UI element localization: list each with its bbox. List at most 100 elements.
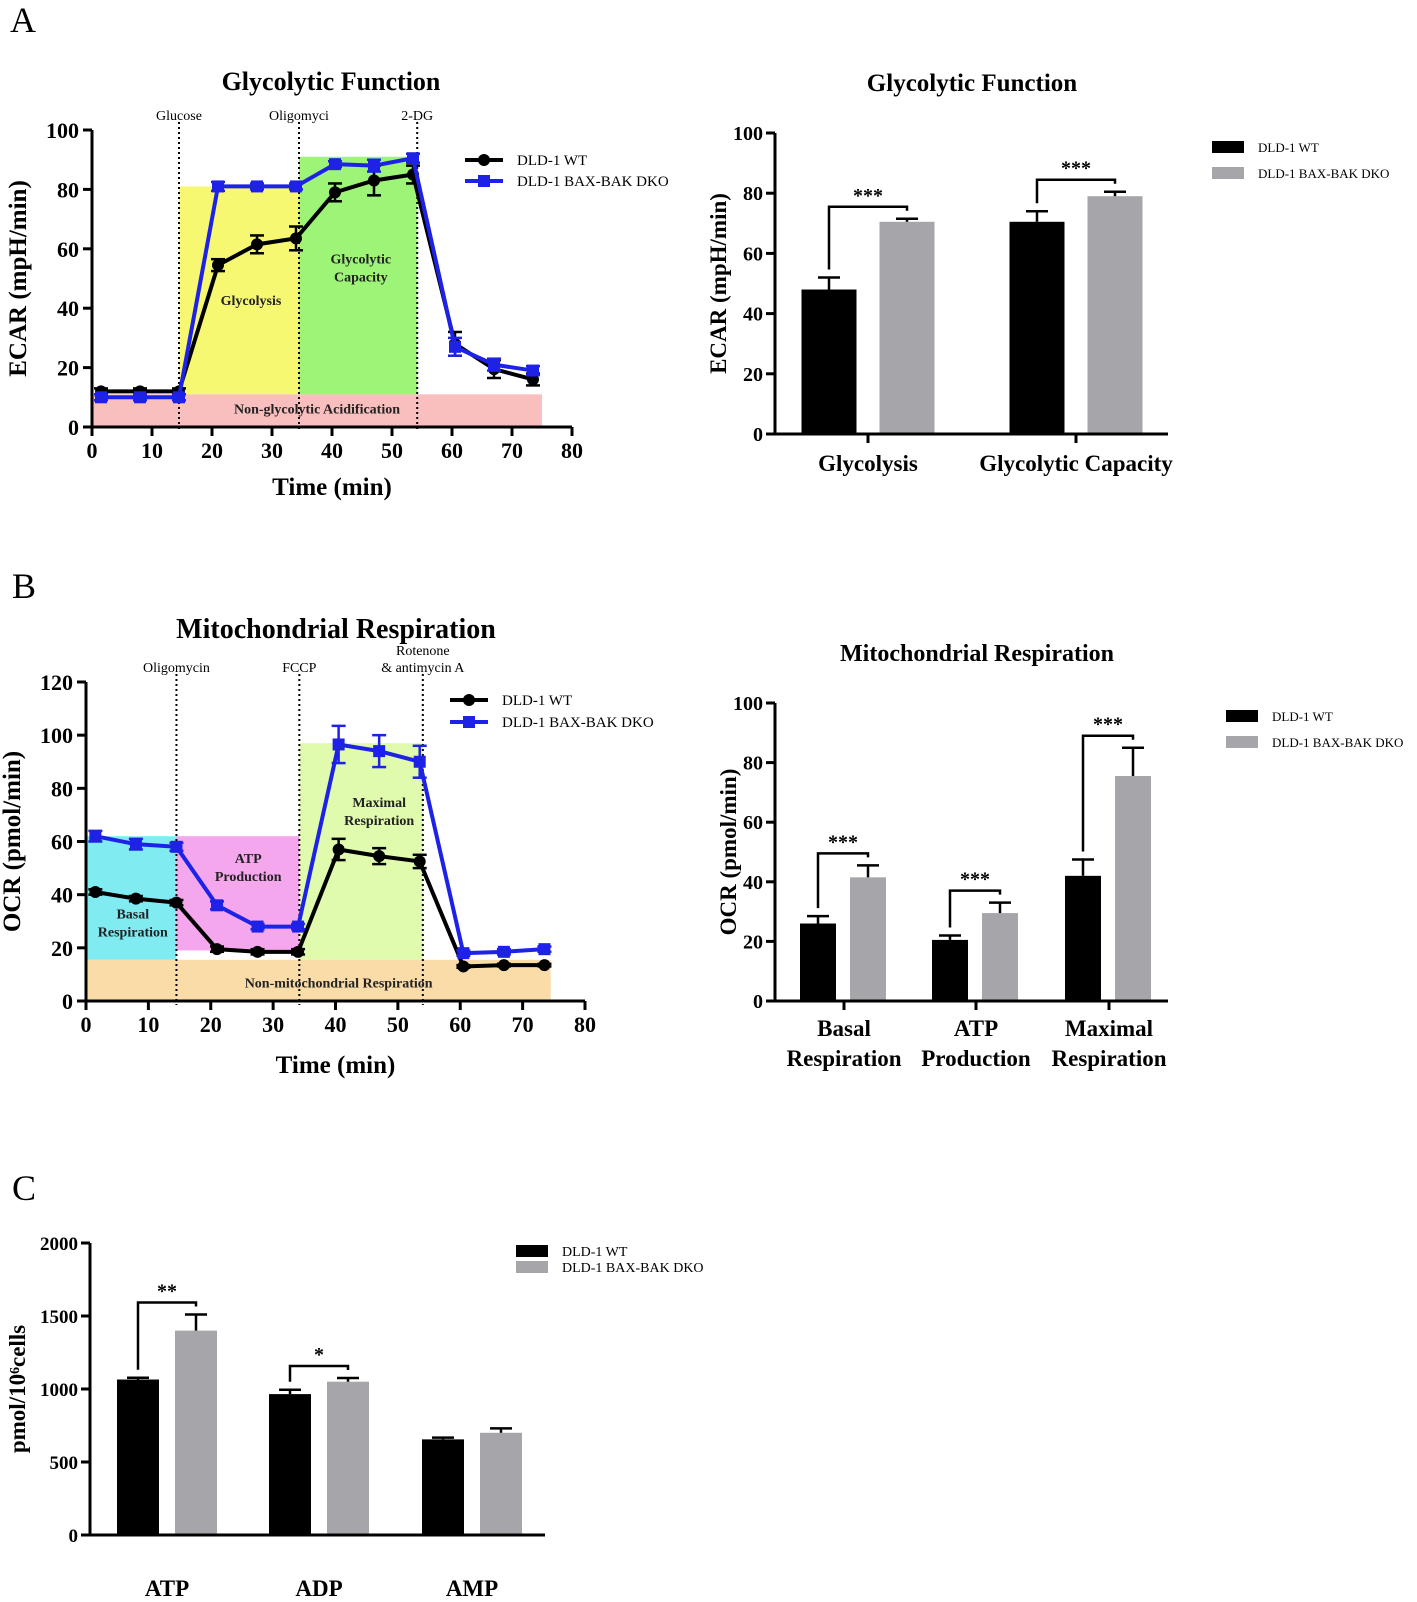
- significance-label: *: [314, 1344, 324, 1366]
- y-axis-label: ECAR (mpH/min): [706, 193, 731, 374]
- y-tick-label: 80: [743, 753, 763, 775]
- data-point: [170, 840, 183, 853]
- y-tick-label: 0: [753, 991, 763, 1013]
- injection-label-0: Oligomycin: [143, 661, 210, 676]
- data-point: [457, 960, 470, 973]
- legend-marker: [478, 175, 490, 187]
- legend-label: DLD-1 WT: [517, 153, 587, 169]
- data-point: [329, 158, 341, 171]
- data-point: [129, 838, 142, 851]
- category-label: ATP: [954, 1016, 998, 1041]
- legend-swatch: [1212, 167, 1244, 179]
- y-tick-label: 100: [733, 693, 763, 715]
- category-label: Glycolytic Capacity: [979, 451, 1173, 476]
- legend-swatch: [516, 1245, 548, 1257]
- y-axis-label: OCR (pmol/min): [0, 751, 26, 932]
- significance-bracket: [288, 1364, 350, 1382]
- y-tick-label: 60: [743, 812, 763, 834]
- legend-marker: [463, 694, 475, 706]
- category-label: ADP: [295, 1576, 342, 1601]
- data-point: [89, 886, 102, 899]
- legend-swatch: [1226, 710, 1258, 722]
- y-axis-label: ECAR (mpH/min): [5, 180, 32, 377]
- legend-label: DLD-1 WT: [562, 1245, 628, 1260]
- data-point: [89, 830, 102, 843]
- legend-label: DLD-1 WT: [1272, 709, 1333, 724]
- legend-marker: [463, 716, 475, 728]
- category-label: Basal: [817, 1016, 871, 1041]
- category-label: Respiration: [787, 1046, 902, 1071]
- panel-label-b: B: [12, 566, 36, 606]
- x-tick-label: 0: [81, 1012, 92, 1037]
- x-tick-label: 50: [381, 438, 403, 463]
- bar-1-1: [1087, 196, 1143, 434]
- y-tick-label: 60: [743, 243, 763, 265]
- y-tick-label: 60: [57, 237, 79, 262]
- x-tick-label: 40: [321, 438, 343, 463]
- data-point: [413, 755, 426, 768]
- region-label-2: Non-glycolytic Acidification: [234, 403, 400, 418]
- region-label-0: Glycolysis: [221, 294, 282, 309]
- data-point: [251, 180, 263, 193]
- data-point: [210, 943, 223, 956]
- data-point: [538, 943, 551, 956]
- category-label: AMP: [446, 1576, 498, 1601]
- x-axis-label: Time (min): [272, 474, 392, 501]
- x-tick-label: 20: [201, 438, 223, 463]
- injection-label-2: 2-DG: [401, 109, 433, 124]
- legend-label: DLD-1 BAX-BAK DKO: [517, 174, 669, 190]
- category-label: ATP: [145, 1576, 189, 1601]
- significance-bracket: [1035, 178, 1117, 204]
- significance-label: ***: [853, 185, 883, 207]
- y-tick-label: 20: [743, 364, 763, 386]
- y-tick-label: 100: [733, 123, 763, 145]
- data-point: [210, 899, 223, 912]
- y-tick-label: 100: [40, 723, 73, 748]
- data-point: [212, 180, 224, 193]
- chart-title: Mitochondrial Respiration: [176, 614, 496, 645]
- chart-a2-glycolytic-bar: *** Glycolysis *** Glycolytic Capacity 0 20 40…: [706, 70, 1389, 476]
- y-tick-label: 0: [68, 415, 79, 440]
- y-tick-label: 120: [40, 670, 73, 695]
- bar-1-1: [327, 1381, 369, 1535]
- y-tick-label: 1500: [40, 1307, 78, 1328]
- data-point: [292, 920, 305, 933]
- x-tick-label: 70: [512, 1012, 534, 1037]
- data-point: [95, 391, 107, 404]
- x-tick-label: 70: [501, 438, 523, 463]
- data-point: [538, 959, 551, 972]
- region-label-0: Respiration: [98, 926, 168, 941]
- bar-0-0: [801, 289, 857, 434]
- y-tick-label: 20: [743, 931, 763, 953]
- data-point: [251, 238, 263, 251]
- region-label-3: Non-mitochondrial Respiration: [245, 977, 433, 992]
- significance-bracket: [1081, 734, 1135, 852]
- region-1: [176, 836, 300, 951]
- category-label: Production: [921, 1046, 1031, 1071]
- significance-bracket: [816, 852, 870, 909]
- bar-2-0: [422, 1439, 464, 1535]
- data-point: [173, 391, 185, 404]
- chart-c-nucleotide-bar: ** ATP * ADP AMP 0 500 1000 1500 2000 pmol/10⁶cell…: [5, 1234, 704, 1601]
- chart-title: Glycolytic Function: [867, 70, 1077, 97]
- legend-label: DLD-1 BAX-BAK DKO: [502, 715, 654, 731]
- y-tick-label: 0: [753, 424, 763, 446]
- x-tick-label: 60: [449, 1012, 471, 1037]
- legend-swatch: [1226, 736, 1258, 748]
- x-tick-label: 80: [574, 1012, 596, 1037]
- chart-b1-respiration-line: Oligomycin FCCP Rotenone & antimycin A Basal…: [0, 614, 654, 1079]
- x-tick-label: 50: [387, 1012, 409, 1037]
- y-tick-label: 40: [743, 304, 763, 326]
- y-axis-label: OCR (pmol/min): [716, 769, 741, 936]
- data-point: [292, 945, 305, 958]
- legend-label: DLD-1 WT: [502, 693, 572, 709]
- x-axis-label: Time (min): [276, 1052, 396, 1079]
- data-point: [212, 259, 224, 272]
- legend-swatch: [516, 1261, 548, 1273]
- legend-label: DLD-1 WT: [1258, 140, 1319, 155]
- data-point: [488, 358, 500, 371]
- category-label: Maximal: [1065, 1016, 1153, 1041]
- legend-label: DLD-1 BAX-BAK DKO: [562, 1261, 704, 1276]
- significance-label: **: [157, 1281, 177, 1303]
- y-tick-label: 40: [743, 872, 763, 894]
